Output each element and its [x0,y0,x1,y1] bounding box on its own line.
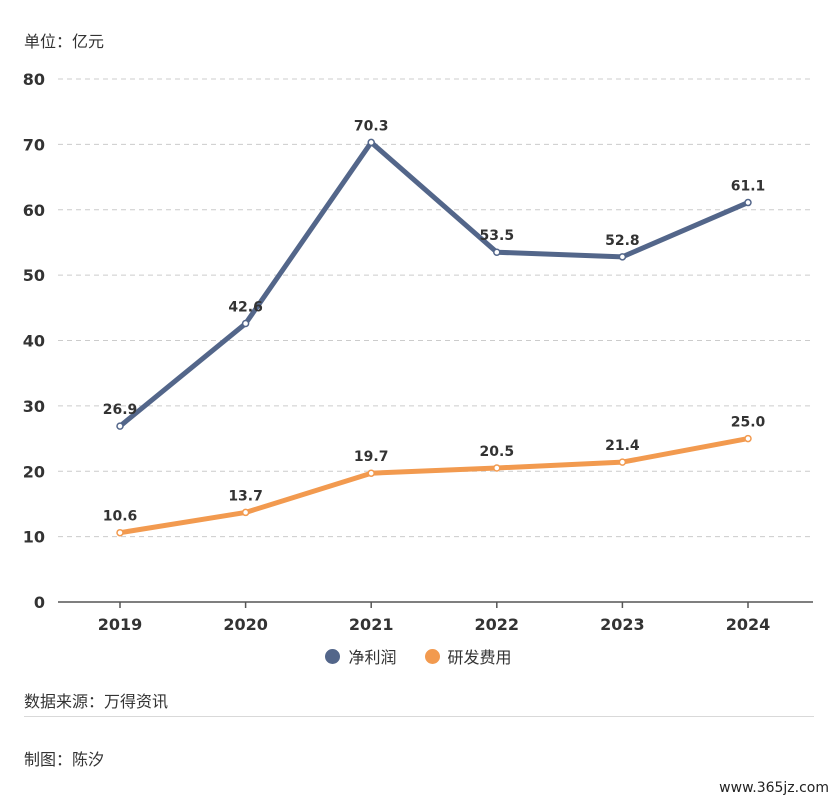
divider [24,716,814,717]
data-label-1-2019: 10.6 [103,509,138,525]
data-point-0-2021[interactable] [367,138,375,147]
data-point-1-2019[interactable] [116,528,124,537]
x-tick-label-2020: 2020 [223,615,268,634]
data-point-0-2019[interactable] [116,422,124,430]
data-label-1-2022: 20.5 [480,444,515,460]
data-point-0-2022[interactable] [493,248,501,256]
y-tick-label-50: 50 [23,266,45,285]
y-tick-label-60: 60 [23,201,45,220]
unit-label: 单位：亿元 [24,32,105,51]
data-point-1-2023[interactable] [618,458,627,466]
x-tick-label-2019: 2019 [98,615,143,634]
y-tick-label-40: 40 [23,332,45,351]
x-tick-label-2024: 2024 [726,615,771,634]
legend: 净利润 研发费用 [0,644,837,668]
legend-item-net-profit[interactable]: 净利润 [325,644,397,668]
data-point-1-2022[interactable] [493,464,501,472]
y-tick-label-30: 30 [23,397,45,416]
legend-label-rd-expense: 研发费用 [447,648,512,667]
data-label-0-2024: 61.1 [731,179,766,195]
y-tick-label-0: 0 [34,593,45,612]
data-label-1-2021: 19.7 [354,449,389,465]
grid-lines [58,78,813,538]
data-label-0-2020: 42.6 [228,300,263,316]
axes: 0 10 20 30 40 50 60 70 80 2019 2020 2021 2022 2023 202… [23,70,813,634]
legend-item-rd-expense[interactable]: 研发费用 [424,644,512,668]
legend-marker-rd-expense [424,648,440,664]
data-point-1-2021[interactable] [367,469,375,477]
y-tick-label-20: 20 [23,462,45,481]
series-lines [116,138,752,537]
x-tick-label-2021: 2021 [349,615,394,634]
data-label-1-2024: 25.0 [731,415,766,431]
y-tick-label-70: 70 [23,135,45,154]
data-point-1-2024[interactable] [744,434,752,443]
data-point-0-2020[interactable] [241,319,250,328]
y-tick-label-10: 10 [23,528,45,547]
data-point-0-2024[interactable] [744,198,752,207]
data-point-0-2023[interactable] [618,253,627,261]
legend-label-net-profit: 净利润 [348,648,397,667]
data-label-0-2021: 70.3 [354,118,389,134]
chart-author: 制图：陈汐 [24,750,105,769]
watermark: www.365jz.com [719,780,829,796]
data-label-0-2019: 26.9 [103,402,138,418]
y-tick-label-80: 80 [23,70,45,89]
data-label-1-2020: 13.7 [228,488,263,504]
line-chart: 0 10 20 30 40 50 60 70 80 2019 2020 2021 2022 2023 202… [23,70,813,634]
data-label-0-2022: 53.5 [480,228,515,244]
legend-marker-net-profit [325,648,341,664]
series-line-1 [117,436,751,536]
series-line-0 [117,139,751,429]
data-point-1-2020[interactable] [241,508,250,517]
data-label-0-2023: 52.8 [605,233,640,249]
data-source: 数据来源：万得资讯 [24,692,169,711]
x-tick-label-2022: 2022 [475,615,520,634]
x-tick-label-2023: 2023 [600,615,645,634]
data-labels: 26.9 42.6 70.3 53.5 52.8 61.1 10.6 13.7 19.7 20.5… [103,118,766,524]
data-label-1-2023: 21.4 [605,438,640,454]
